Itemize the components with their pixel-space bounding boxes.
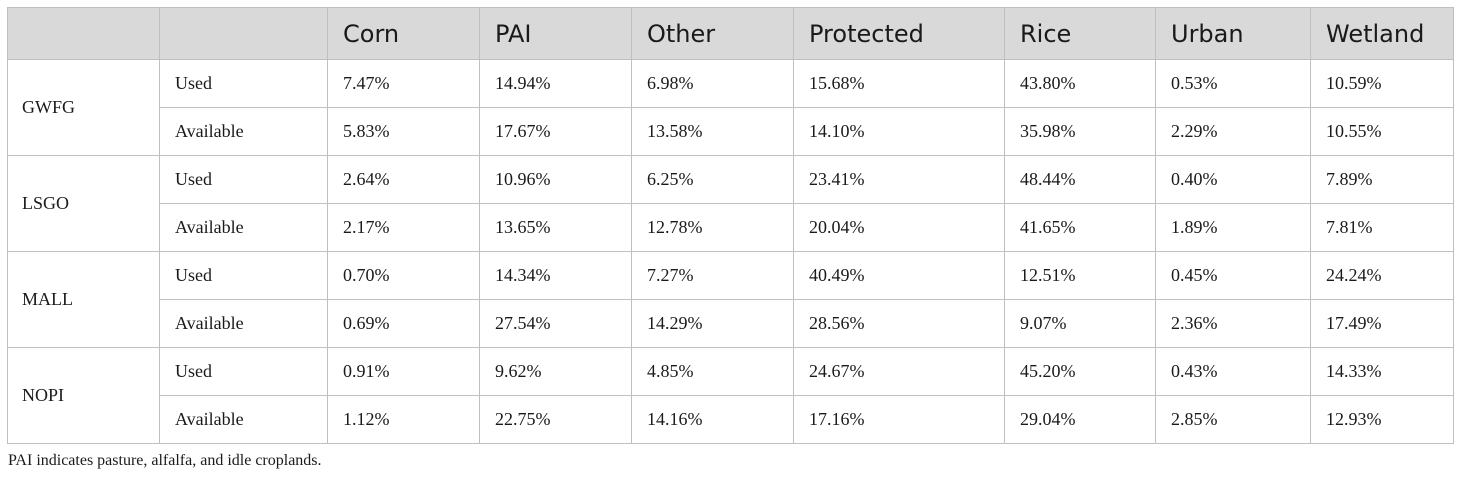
value-cell: 2.85% bbox=[1155, 395, 1311, 444]
table-row: Available 2.17% 13.65% 12.78% 20.04% 41.65% 1.… bbox=[8, 203, 1454, 252]
table-body: GWFG Used 7.47% 14.94% 6.98% 15.68% 43.80% 0.53… bbox=[7, 59, 1454, 444]
table-row: Available 5.83% 17.67% 13.58% 14.10% 35.98% 2.… bbox=[8, 107, 1454, 156]
value-cell: 17.49% bbox=[1310, 299, 1454, 348]
row-label-cell: Used bbox=[159, 347, 328, 396]
value-cell: 23.41% bbox=[793, 155, 1005, 204]
value-cell: 2.64% bbox=[327, 155, 480, 204]
row-label-cell: Available bbox=[159, 395, 328, 444]
value-cell: 1.89% bbox=[1155, 203, 1311, 252]
value-cell: 0.69% bbox=[327, 299, 480, 348]
value-cell: 9.07% bbox=[1004, 299, 1156, 348]
value-cell: 0.45% bbox=[1155, 251, 1311, 300]
value-cell: 10.96% bbox=[479, 155, 632, 204]
value-cell: 14.34% bbox=[479, 251, 632, 300]
value-cell: 0.91% bbox=[327, 347, 480, 396]
value-cell: 40.49% bbox=[793, 251, 1005, 300]
value-cell: 14.10% bbox=[793, 107, 1005, 156]
value-cell: 20.04% bbox=[793, 203, 1005, 252]
value-cell: 48.44% bbox=[1004, 155, 1156, 204]
value-cell: 17.67% bbox=[479, 107, 632, 156]
column-header: Corn bbox=[327, 7, 480, 60]
value-cell: 0.53% bbox=[1155, 59, 1311, 108]
table-row: LSGO Used 2.64% 10.96% 6.25% 23.41% 48.44% 0.40… bbox=[7, 155, 1454, 252]
table-row: MALL Used 0.70% 14.34% 7.27% 40.49% 12.51% 0.45… bbox=[7, 251, 1454, 348]
value-cell: 24.67% bbox=[793, 347, 1005, 396]
value-cell: 10.59% bbox=[1310, 59, 1454, 108]
row-label-cell: Available bbox=[159, 299, 328, 348]
value-cell: 13.65% bbox=[479, 203, 632, 252]
value-cell: 14.29% bbox=[631, 299, 794, 348]
value-cell: 12.51% bbox=[1004, 251, 1156, 300]
row-label-cell: Available bbox=[159, 107, 328, 156]
species-cell: NOPI bbox=[7, 347, 160, 444]
value-cell: 22.75% bbox=[479, 395, 632, 444]
value-cell: 5.83% bbox=[327, 107, 480, 156]
value-cell: 43.80% bbox=[1004, 59, 1156, 108]
value-cell: 17.16% bbox=[793, 395, 1005, 444]
row-label-cell: Used bbox=[159, 59, 328, 108]
value-cell: 6.98% bbox=[631, 59, 794, 108]
value-cell: 7.27% bbox=[631, 251, 794, 300]
column-header: PAI bbox=[479, 7, 632, 60]
value-cell: 12.93% bbox=[1310, 395, 1454, 444]
value-cell: 7.47% bbox=[327, 59, 480, 108]
column-header: Urban bbox=[1155, 7, 1311, 60]
column-header bbox=[159, 7, 328, 60]
species-cell: LSGO bbox=[7, 155, 160, 252]
habitat-use-table: Corn PAI Other Protected Rice Urban Wetland GW… bbox=[7, 7, 1454, 444]
table-footnote: PAI indicates pasture, alfalfa, and idle… bbox=[8, 452, 322, 469]
value-cell: 29.04% bbox=[1004, 395, 1156, 444]
value-cell: 15.68% bbox=[793, 59, 1005, 108]
value-cell: 7.89% bbox=[1310, 155, 1454, 204]
column-header: Protected bbox=[793, 7, 1005, 60]
table-row: NOPI Used 0.91% 9.62% 4.85% 24.67% 45.20% 0.43%… bbox=[7, 347, 1454, 444]
value-cell: 35.98% bbox=[1004, 107, 1156, 156]
value-cell: 7.81% bbox=[1310, 203, 1454, 252]
value-cell: 6.25% bbox=[631, 155, 794, 204]
value-cell: 14.94% bbox=[479, 59, 632, 108]
column-header bbox=[7, 7, 160, 60]
value-cell: 2.29% bbox=[1155, 107, 1311, 156]
species-cell: GWFG bbox=[7, 59, 160, 156]
value-cell: 13.58% bbox=[631, 107, 794, 156]
value-cell: 24.24% bbox=[1310, 251, 1454, 300]
header-row: Corn PAI Other Protected Rice Urban Wetland bbox=[7, 7, 1454, 60]
value-cell: 0.70% bbox=[327, 251, 480, 300]
value-cell: 10.55% bbox=[1310, 107, 1454, 156]
row-label-cell: Available bbox=[159, 203, 328, 252]
column-header: Rice bbox=[1004, 7, 1156, 60]
value-cell: 2.17% bbox=[327, 203, 480, 252]
table-row: GWFG Used 7.47% 14.94% 6.98% 15.68% 43.80% 0.53… bbox=[7, 59, 1454, 156]
value-cell: 28.56% bbox=[793, 299, 1005, 348]
value-cell: 0.43% bbox=[1155, 347, 1311, 396]
value-cell: 14.16% bbox=[631, 395, 794, 444]
species-cell: MALL bbox=[7, 251, 160, 348]
row-label-cell: Used bbox=[159, 155, 328, 204]
table-row: Available 1.12% 22.75% 14.16% 17.16% 29.04% 2.… bbox=[8, 395, 1454, 444]
value-cell: 1.12% bbox=[327, 395, 480, 444]
value-cell: 0.40% bbox=[1155, 155, 1311, 204]
value-cell: 12.78% bbox=[631, 203, 794, 252]
value-cell: 4.85% bbox=[631, 347, 794, 396]
table-row: Available 0.69% 27.54% 14.29% 28.56% 9.07% 2.3… bbox=[8, 299, 1454, 348]
value-cell: 14.33% bbox=[1310, 347, 1454, 396]
value-cell: 9.62% bbox=[479, 347, 632, 396]
value-cell: 2.36% bbox=[1155, 299, 1311, 348]
row-label-cell: Used bbox=[159, 251, 328, 300]
value-cell: 41.65% bbox=[1004, 203, 1156, 252]
column-header: Other bbox=[631, 7, 794, 60]
value-cell: 45.20% bbox=[1004, 347, 1156, 396]
value-cell: 27.54% bbox=[479, 299, 632, 348]
column-header: Wetland bbox=[1310, 7, 1454, 60]
